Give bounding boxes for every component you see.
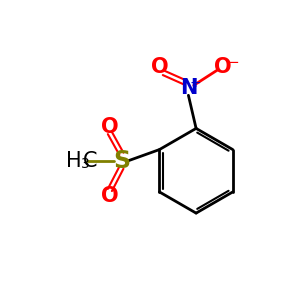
- Text: S: S: [113, 149, 130, 173]
- Text: O: O: [214, 57, 232, 77]
- Text: +: +: [190, 76, 201, 90]
- Text: 3: 3: [81, 157, 90, 171]
- Text: −: −: [226, 55, 239, 70]
- Text: C: C: [83, 151, 98, 171]
- Text: O: O: [101, 186, 119, 206]
- Text: H: H: [66, 151, 81, 171]
- Text: N: N: [180, 78, 197, 98]
- Text: O: O: [151, 57, 169, 77]
- Text: O: O: [101, 117, 119, 137]
